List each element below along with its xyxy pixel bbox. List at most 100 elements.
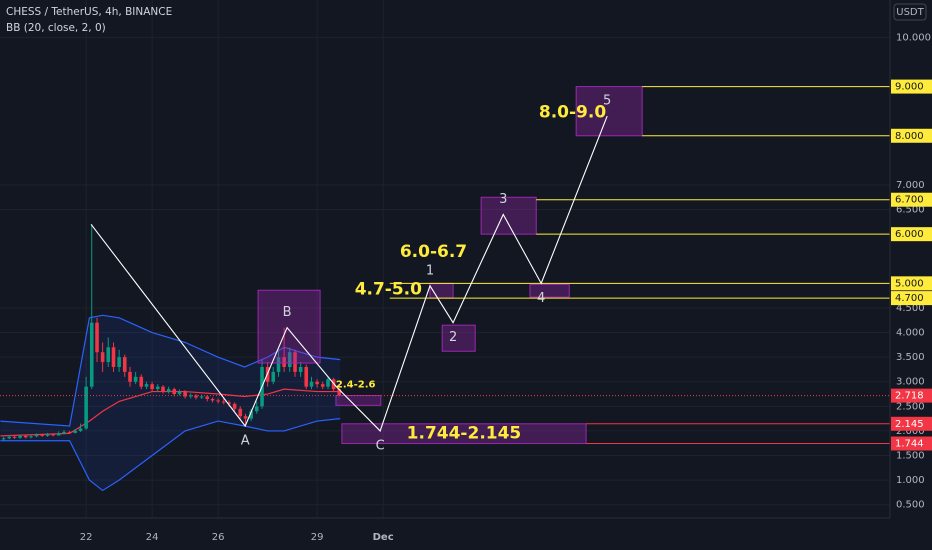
target-zone [575,86,643,137]
level-badge [891,227,932,242]
candle-body [276,357,281,372]
candle-body [7,436,12,439]
level-label: 5.000 [895,278,924,289]
target-zone [441,324,476,352]
candle-body [243,416,248,419]
candle-body [249,411,253,419]
target-zone [257,289,321,364]
candle-body [133,376,138,382]
target-zone [341,423,587,445]
y-tick-label: 10.000 [896,32,931,43]
candle-body [287,352,292,367]
zone-label: 4.7-5.0 [355,280,422,300]
candle-body [139,376,144,387]
band-fill [0,315,341,491]
level-label: 6.000 [895,229,924,240]
candle-body [1,438,6,440]
x-tick-label: 22 [80,532,93,543]
candle-body [166,389,171,392]
candle-body [18,435,22,438]
target-zone [480,196,537,235]
candle-body [238,408,243,417]
currency: USDT [896,7,924,18]
level-badge [891,192,932,207]
candle-body [271,371,276,382]
zone-label: 6.0-6.7 [400,242,467,262]
x-tick-label: 24 [146,532,159,543]
level-badge [891,276,932,291]
zone-label: 8.0-9.0 [539,103,606,123]
band-lower [0,418,341,492]
candle-body [12,436,17,438]
symbol-title: CHESS / TetherUS, 4h, BINANCE [6,6,172,18]
candle-body [326,379,330,387]
candle-body [62,431,66,434]
candle-body [117,357,121,367]
zone-label: 1.744-2.145 [407,424,522,444]
wave-label: A [241,434,250,449]
candle-body [221,401,226,403]
candle-body [298,366,303,372]
x-tick-label: 29 [311,532,324,543]
candle-body [106,347,111,363]
y-tick-label: 3.000 [896,377,925,388]
candle-body [210,398,215,401]
target-zone [529,283,570,298]
candle-body [199,396,204,398]
candle-body [194,395,198,398]
y-tick-label: 2.500 [896,401,925,412]
level-badge [891,291,932,306]
candle-body [45,434,50,436]
currency-badge[interactable] [893,3,927,21]
y-tick-label: 1.000 [896,475,925,486]
candle-body [205,396,210,399]
candle-body [100,352,105,363]
wave-label: 5 [603,94,611,109]
level-badge [891,79,932,94]
candle-body [315,381,319,385]
candle-body [56,433,61,436]
candle-body [122,357,127,372]
level-badge [891,416,932,431]
x-tick-label: Dec [373,532,394,543]
candle-body [216,400,220,402]
candle-body [29,436,33,438]
candle-body [150,384,154,390]
y-tick-label: 6.500 [896,205,925,216]
candle-body [172,389,177,395]
candle-body [23,435,28,438]
candle-body [177,391,182,395]
candle-body [73,430,78,433]
wave-label: 1 [426,263,434,278]
candle-body [282,357,286,367]
level-label: 4.700 [895,293,924,304]
candle-body [144,384,149,387]
candle-body [128,371,132,382]
y-tick-label: 1.500 [896,451,925,462]
level-label: 9.000 [895,82,924,93]
candle-body [309,381,314,387]
target-zone [335,395,382,406]
candle-body [161,386,165,392]
wave-label: B [283,305,292,320]
candle-body [304,366,309,387]
candle-body [51,434,55,436]
y-tick-label: 3.500 [896,352,925,363]
zone-label: 2.4-2.6 [336,380,376,391]
level-label: 1.744 [895,439,924,450]
wave-label: 3 [499,192,507,207]
y-tick-label: 2.000 [896,426,925,437]
candle-body [232,403,237,409]
candle-body [254,406,259,412]
candle-body [111,347,116,367]
candle-body [84,386,88,429]
indicator-label: BB (20, close, 2, 0) [6,22,106,34]
y-tick-label: 7.000 [896,180,925,191]
last-price-label: 2.718 [895,391,924,402]
level-badge [891,436,932,451]
candle-body [40,434,45,436]
last-price-badge [891,388,932,403]
y-tick-label: 0.500 [896,500,925,511]
